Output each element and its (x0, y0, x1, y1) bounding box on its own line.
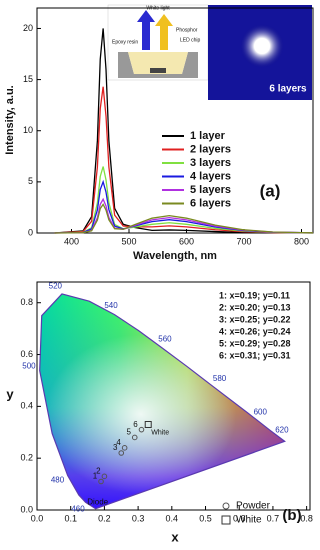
x-tick-label: 400 (64, 236, 79, 246)
x-tick-label: 0.8 (300, 513, 313, 523)
y-tick-label: 0 (28, 227, 33, 237)
x-tick-label: 0.6 (233, 513, 246, 523)
wavelength-label: 620 (275, 426, 289, 435)
legend-label: 2 layers (190, 143, 231, 155)
coordinate-line: 4: x=0.26; y=0.24 (219, 326, 291, 336)
plot-frame (36, 281, 311, 511)
point-label: 4 (116, 438, 121, 447)
y-tick-label: 0.2 (20, 453, 33, 463)
series-line (54, 28, 314, 234)
wavelength-label: 460 (71, 504, 85, 513)
x-tick-label: 0.2 (98, 513, 111, 523)
wavelength-label: 480 (51, 475, 65, 484)
photo-label: 6 layers (269, 84, 307, 95)
legend-label: 5 layers (190, 184, 231, 196)
y-axis-title: Intensity, a.u. (4, 85, 16, 154)
x-tick-label: 600 (179, 236, 194, 246)
point-circle (118, 450, 125, 456)
point-label: 6 (133, 420, 138, 429)
x-axis-title: x (171, 529, 179, 544)
point-circle (138, 426, 145, 433)
series-line (54, 86, 313, 234)
x-tick-label: 0.4 (166, 513, 179, 523)
legend-label: 1 layer (190, 130, 226, 142)
legend-label: 4 layers (190, 170, 231, 182)
y-tick-label: 0.0 (20, 504, 33, 514)
x-tick-label: 0.0 (31, 513, 44, 523)
wavelength-label: 560 (158, 335, 172, 344)
coordinate-line: 2: x=0.20; y=0.13 (219, 302, 291, 312)
y-tick-label: 0.6 (20, 349, 33, 359)
y-tick-label: 0.4 (20, 401, 33, 411)
legend-label: 6 layers (190, 197, 231, 209)
point-label: 3 (113, 443, 118, 452)
y-tick-label: 10 (23, 125, 33, 135)
legend-marker (221, 515, 231, 525)
inset-diagram: White light Phosphor Epoxy resin LED chi… (107, 4, 209, 81)
y-tick-label: 5 (28, 176, 33, 186)
series-line (54, 203, 314, 234)
point-label: 5 (127, 428, 132, 437)
panel-label: (a) (260, 181, 281, 200)
y-tick-label: 20 (23, 23, 33, 33)
legend-label: Powder (236, 501, 271, 512)
wavelength-label: 500 (22, 362, 36, 371)
x-tick-label: 700 (236, 236, 251, 246)
x-tick-label: 800 (294, 236, 309, 246)
wavelength-label: 540 (104, 301, 118, 310)
point-label: White (151, 429, 169, 436)
spectral-locus (39, 293, 286, 510)
coordinate-line: 1: x=0.19; y=0.11 (219, 290, 290, 300)
x-tick-label: 500 (121, 236, 136, 246)
y-tick-label: 15 (23, 74, 33, 84)
inset-label: Epoxy resin (112, 39, 138, 45)
point-circle (131, 434, 138, 441)
diode-label: Diode (87, 497, 108, 506)
x-tick-label: 0.1 (64, 513, 77, 523)
wavelength-label: 580 (213, 374, 227, 383)
point-circle (101, 473, 108, 480)
x-tick-label: 0.3 (132, 513, 145, 523)
inset-photo: 6 layers (208, 5, 312, 100)
wavelength-label: 520 (49, 282, 63, 291)
wavelength-label: 600 (254, 407, 268, 416)
point-square (144, 421, 152, 428)
x-axis-title: Wavelength, nm (133, 250, 217, 262)
x-tick-label: 0.7 (267, 513, 280, 523)
point-label: 2 (96, 466, 101, 475)
legend-label: 3 layers (190, 157, 231, 169)
plot-frame (36, 7, 314, 234)
inset-label: Phosphor (176, 27, 198, 33)
legend-marker (222, 502, 230, 510)
inset-label: LED chip (180, 37, 201, 43)
point-circle (98, 478, 104, 485)
coordinate-line: 6: x=0.31; y=0.31 (219, 350, 291, 360)
panel-label: (b) (282, 507, 301, 524)
y-axis-title: y (6, 386, 14, 401)
x-tick-label: 0.5 (199, 513, 212, 523)
point-circle (121, 445, 128, 451)
y-tick-label: 0.8 (20, 297, 33, 307)
legend-label: White (236, 515, 262, 526)
point-label: 1 (93, 472, 98, 481)
coordinate-line: 5: x=0.29; y=0.28 (219, 338, 291, 348)
coordinate-line: 3: x=0.25; y=0.22 (219, 314, 291, 324)
